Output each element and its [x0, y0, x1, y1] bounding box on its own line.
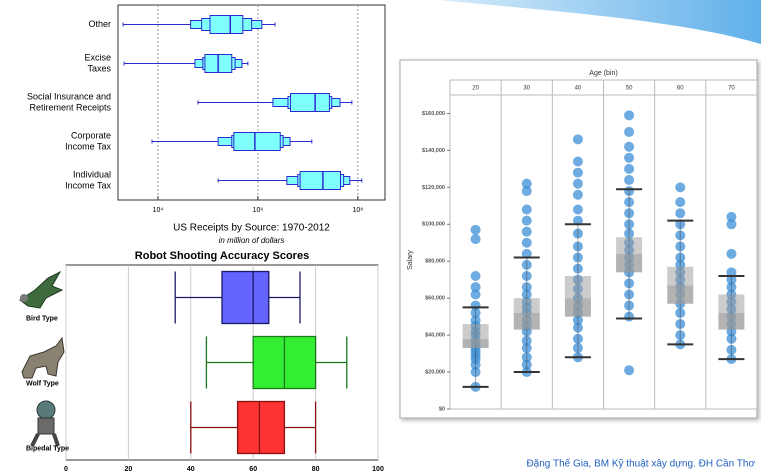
box-upper	[667, 267, 693, 285]
y-tick-label: $40,000	[425, 333, 445, 339]
point	[573, 168, 583, 178]
point	[624, 110, 634, 120]
y-tick-label: $0	[439, 406, 445, 412]
y-tick-label: Bipedal Type	[26, 445, 69, 452]
point	[522, 227, 532, 237]
box-upper	[718, 294, 744, 312]
x-tick-label: 50	[626, 86, 633, 92]
point	[471, 282, 481, 292]
y-axis-label: Salary	[407, 250, 414, 270]
x-tick-label: 0	[64, 466, 68, 473]
point	[573, 156, 583, 166]
point	[522, 238, 532, 248]
y-tick-label: $140,000	[422, 148, 445, 154]
y-tick-label: Wolf Type	[26, 380, 59, 387]
point	[573, 205, 583, 215]
letter-box	[234, 133, 280, 151]
chart-title: Robot Shooting Accuracy Scores	[135, 250, 309, 262]
point	[624, 127, 634, 137]
y-tick-label: Individual	[73, 169, 111, 179]
point	[624, 153, 634, 163]
x-tick-label: 30	[523, 86, 530, 92]
point	[471, 234, 481, 244]
point	[522, 179, 532, 189]
box	[238, 402, 285, 454]
point	[573, 134, 583, 144]
x-tick-label: 20	[472, 86, 479, 92]
x-tick-label: 60	[677, 86, 684, 92]
x-tick-label: 10⁴	[153, 207, 164, 214]
x-tick-label: 100	[372, 466, 384, 473]
bipedal-icon	[32, 401, 58, 446]
point	[675, 197, 685, 207]
box-lower	[514, 313, 540, 330]
y-tick-label: $20,000	[425, 370, 445, 376]
point	[522, 216, 532, 226]
point	[624, 175, 634, 185]
box-upper	[463, 324, 489, 339]
x-tick-label: 10⁶	[253, 207, 264, 214]
x-tick-label: 40	[187, 466, 195, 473]
point	[726, 212, 736, 222]
chart-title: Age (bin)	[589, 70, 617, 77]
y-tick-label: $60,000	[425, 296, 445, 302]
x-tick-label: 70	[728, 86, 735, 92]
box-lower	[667, 285, 693, 303]
y-tick-label: $160,000	[422, 111, 445, 117]
y-tick-label: $80,000	[425, 259, 445, 265]
box-lower	[616, 254, 642, 272]
x-tick-label: 60	[249, 466, 257, 473]
slide: Đặng Thế Gia, BM Kỹ thuật xây dựng. ĐH C…	[0, 0, 761, 475]
x-tick-label: 20	[125, 466, 133, 473]
y-tick-label: Social Insurance and	[27, 91, 111, 101]
box	[222, 272, 269, 324]
y-tick-label: $120,000	[422, 185, 445, 191]
y-tick-label: Taxes	[87, 63, 111, 73]
y-tick-label: Income Tax	[65, 141, 111, 151]
box-lower	[565, 298, 591, 316]
point	[573, 179, 583, 189]
y-tick-label: $100,000	[422, 222, 445, 228]
x-tick-label: 80	[312, 466, 320, 473]
y-tick-label: Income Tax	[65, 180, 111, 190]
box-upper	[565, 276, 591, 298]
point	[471, 271, 481, 281]
x-tick-label: 10⁸	[352, 207, 363, 214]
point	[675, 182, 685, 192]
box-lower	[718, 313, 744, 330]
point	[624, 365, 634, 375]
y-tick-label: Retirement Receipts	[29, 102, 111, 112]
box-upper	[514, 298, 540, 313]
letter-box	[291, 94, 330, 112]
y-tick-label: Other	[88, 19, 111, 29]
wolf-icon	[22, 338, 64, 378]
point	[573, 190, 583, 200]
point	[522, 205, 532, 215]
box-lower	[463, 339, 489, 348]
point	[624, 164, 634, 174]
box-upper	[616, 237, 642, 254]
x-tick-label: 40	[575, 86, 582, 92]
bird-icon	[20, 272, 62, 308]
point	[726, 249, 736, 259]
footer: Đặng Thế Gia, BM Kỹ thuật xây dựng. ĐH C…	[526, 458, 755, 470]
x-axis-sublabel: in million of dollars	[219, 236, 285, 245]
letter-box	[210, 16, 243, 34]
y-tick-label: Corporate	[71, 130, 111, 140]
point	[471, 225, 481, 235]
y-tick-label: Excise	[84, 52, 111, 62]
decoration	[440, 0, 761, 44]
point	[624, 142, 634, 152]
letter-box	[300, 172, 340, 190]
x-axis-label: US Receipts by Source: 1970-2012	[173, 223, 330, 234]
point	[675, 208, 685, 218]
y-tick-label: Bird Type	[26, 315, 58, 322]
